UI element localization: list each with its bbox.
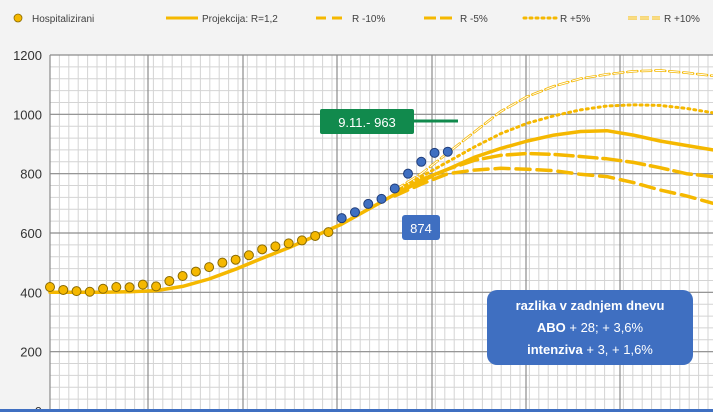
y-tick-label: 1000	[13, 107, 42, 122]
y-tick-label: 800	[20, 167, 42, 182]
data-point	[204, 262, 215, 273]
annotation-text-blue: 874	[410, 221, 432, 236]
data-point	[323, 227, 334, 238]
data-point	[270, 241, 281, 252]
data-point	[429, 147, 440, 158]
data-point	[84, 286, 95, 297]
y-tick-label: 1200	[13, 48, 42, 63]
data-point	[137, 279, 148, 290]
legend-marker-hospitalizirani	[13, 13, 23, 23]
annotation-box-blue	[402, 215, 440, 240]
series-line-r-10	[393, 166, 713, 206]
y-tick-label: 600	[20, 226, 42, 241]
data-point	[310, 230, 321, 241]
data-point	[71, 286, 82, 297]
note-line: razlika v zadnjem dnevu	[516, 298, 665, 313]
legend-label-r-10: R -10%	[352, 14, 385, 25]
data-point	[177, 271, 188, 282]
data-point	[111, 281, 122, 292]
data-point	[190, 266, 201, 277]
note-line-value: + 28; + 3,6%	[566, 320, 644, 335]
data-point	[336, 213, 347, 224]
note-line: ABO + 28; + 3,6%	[537, 320, 644, 335]
legend-label-projekcija-r-1-2: Projekcija: R=1,2	[202, 14, 278, 25]
data-point	[164, 276, 175, 287]
note-line-bold: ABO	[537, 320, 566, 335]
data-point	[45, 281, 55, 292]
data-point	[363, 198, 374, 209]
data-point	[230, 254, 241, 265]
data-point	[58, 284, 69, 295]
annotation-text-green: 9.11.- 963	[338, 115, 396, 130]
note-line-bold: razlika v zadnjem dnevu	[516, 298, 665, 313]
legend-label-r-5: R -5%	[460, 14, 488, 25]
data-point	[349, 207, 360, 218]
annotation-box-green	[320, 109, 414, 134]
legend-label-r-5: R +5%	[560, 14, 590, 25]
note-box	[487, 290, 693, 365]
data-point	[403, 168, 414, 179]
data-point	[243, 250, 254, 261]
data-point	[151, 281, 162, 292]
series-line-r-5	[393, 151, 713, 197]
data-point	[389, 183, 400, 194]
y-tick-label: 0	[35, 404, 42, 412]
y-tick-label: 400	[20, 285, 42, 300]
bottom-border	[0, 409, 713, 412]
data-point	[217, 257, 228, 268]
note-line-bold: intenziva	[527, 342, 583, 357]
data-point	[124, 282, 135, 293]
data-point	[376, 193, 387, 204]
series-line-r-5	[393, 103, 713, 193]
legend-label-hospitalizirani: Hospitalizirani	[32, 14, 94, 25]
y-tick-label: 200	[20, 345, 42, 360]
data-point	[283, 238, 294, 249]
data-point	[442, 146, 453, 157]
data-point	[257, 244, 268, 255]
data-point	[98, 283, 109, 294]
data-point	[296, 235, 307, 246]
legend-label-r-10: R +10%	[664, 14, 700, 25]
note-line-value: + 3, + 1,6%	[583, 342, 654, 357]
data-point	[416, 156, 427, 167]
note-line: intenziva + 3, + 1,6%	[527, 342, 653, 357]
